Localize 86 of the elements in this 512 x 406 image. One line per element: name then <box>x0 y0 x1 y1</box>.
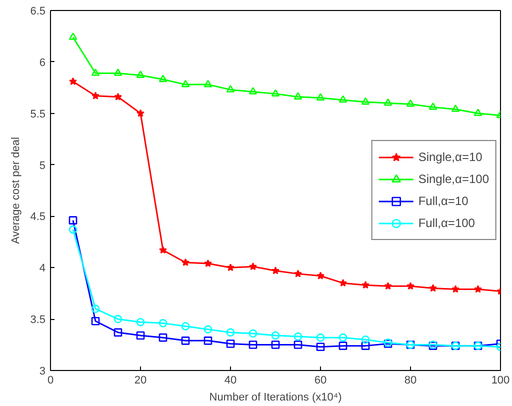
y-axis-title: Average cost per deal <box>10 137 22 244</box>
point <box>316 342 325 351</box>
point <box>204 325 212 334</box>
x-tick-label: 60 <box>314 374 327 386</box>
point <box>114 68 122 76</box>
x-tick-label: 40 <box>224 374 237 386</box>
point <box>159 246 167 254</box>
x-axis-title: Number of Iterations (x10⁴) <box>209 392 342 404</box>
point <box>248 340 258 349</box>
legend-label: Single,α=10 <box>418 150 482 164</box>
point <box>294 92 302 100</box>
point <box>114 92 122 100</box>
x-tick-label: 0 <box>47 374 54 386</box>
point <box>226 340 235 348</box>
point <box>272 266 280 274</box>
point <box>294 332 302 341</box>
point <box>69 77 77 85</box>
y-tick-label: 6 <box>39 56 46 69</box>
point <box>339 278 347 287</box>
point <box>136 70 145 78</box>
point <box>181 80 190 88</box>
point <box>452 285 460 293</box>
point <box>316 272 324 280</box>
point <box>226 328 235 337</box>
point <box>91 304 100 313</box>
y-tick-label: 5.5 <box>30 108 46 120</box>
point <box>249 262 257 270</box>
point <box>248 329 258 338</box>
point <box>92 92 100 100</box>
point <box>68 216 78 224</box>
point <box>361 342 370 350</box>
point <box>406 282 414 290</box>
point <box>451 104 460 112</box>
point <box>271 340 280 349</box>
point <box>248 87 258 94</box>
legend-label: Full,α=100 <box>418 216 475 230</box>
y-tick-label: 6.5 <box>30 6 46 18</box>
point <box>68 225 78 234</box>
point <box>136 318 145 326</box>
point <box>114 328 122 337</box>
point <box>136 109 144 117</box>
point <box>204 259 212 268</box>
point <box>474 108 482 116</box>
point <box>338 342 348 350</box>
y-tick-label: 3 <box>39 366 46 378</box>
point <box>181 322 190 330</box>
point <box>114 314 122 324</box>
point <box>294 270 302 278</box>
y-tick-label: 5 <box>39 160 46 172</box>
point <box>362 280 370 289</box>
point <box>204 336 212 345</box>
point <box>91 316 100 326</box>
point <box>429 284 437 292</box>
x-tick-label: 20 <box>134 374 147 386</box>
point <box>338 333 348 342</box>
point <box>158 333 168 342</box>
point <box>294 340 302 349</box>
x-tick-label: 100 <box>491 374 510 386</box>
point <box>384 282 392 290</box>
point <box>68 32 78 40</box>
point <box>271 331 280 340</box>
point <box>338 95 348 103</box>
y-tick-label: 4.5 <box>30 211 46 224</box>
point <box>226 263 234 272</box>
point <box>406 99 415 107</box>
point <box>428 102 438 110</box>
legend-label: Full,α=10 <box>418 194 468 208</box>
point <box>474 285 482 293</box>
y-tick-label: 4 <box>39 262 46 275</box>
point <box>204 80 212 88</box>
point <box>158 74 168 82</box>
point <box>384 98 392 106</box>
point <box>271 89 280 96</box>
point <box>361 336 370 344</box>
point <box>91 68 100 76</box>
y-tick-label: 3.5 <box>30 314 46 326</box>
point <box>136 331 145 340</box>
point <box>226 85 235 92</box>
point <box>182 258 190 266</box>
point <box>158 319 168 328</box>
point <box>316 333 325 342</box>
point <box>316 93 325 101</box>
point <box>361 97 370 105</box>
point <box>181 336 190 345</box>
x-tick-label: 80 <box>404 374 417 386</box>
legend-label: Single,α=100 <box>418 172 489 186</box>
